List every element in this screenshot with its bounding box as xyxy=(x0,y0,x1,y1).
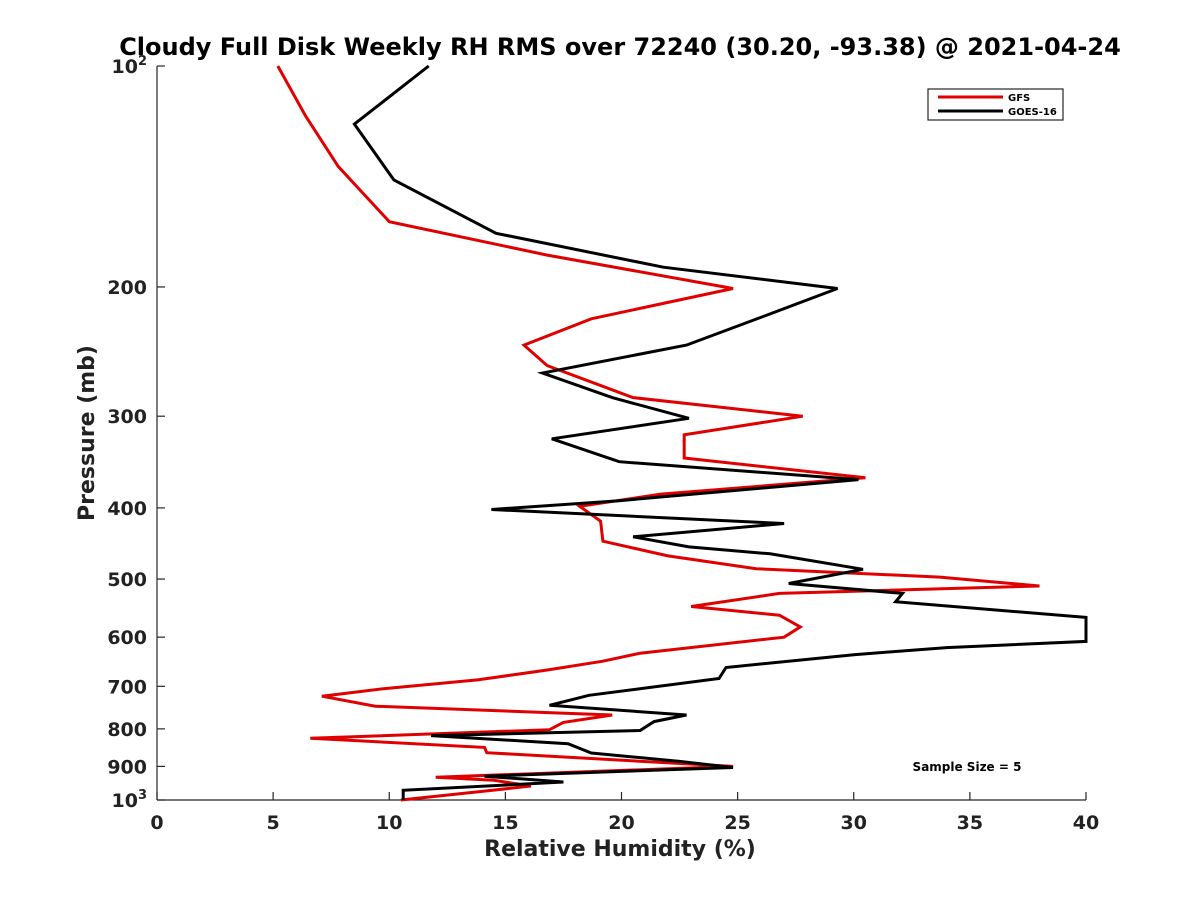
y-tick-label: 900 xyxy=(107,756,147,778)
y-tick-label: 500 xyxy=(107,569,147,591)
y-tick-label-exponent: 3 xyxy=(138,788,147,803)
legend-label: GOES-16 xyxy=(1008,107,1057,118)
x-tick-label: 40 xyxy=(1073,812,1099,834)
y-tick-label: 200 xyxy=(107,277,147,299)
sample-size-annotation: Sample Size = 5 xyxy=(913,760,1022,774)
y-tick-label: 800 xyxy=(107,719,147,741)
x-axis-label: Relative Humidity (%) xyxy=(484,837,756,862)
x-tick-label: 15 xyxy=(492,812,518,834)
y-tick-label-exponent: 2 xyxy=(138,54,147,69)
y-tick-label: 700 xyxy=(107,676,147,698)
y-tick-label: 600 xyxy=(107,627,147,649)
legend-box xyxy=(927,88,1064,121)
x-tick-label: 5 xyxy=(267,812,280,834)
chart-title: Cloudy Full Disk Weekly RH RMS over 7224… xyxy=(119,33,1121,61)
legend: GFS GOES-16 xyxy=(927,88,1064,121)
x-tick-label: 0 xyxy=(150,812,163,834)
y-tick-label: 400 xyxy=(107,498,147,520)
x-tick-label: 30 xyxy=(841,812,867,834)
x-tick-label: 10 xyxy=(376,812,402,834)
y-tick-label: 102 xyxy=(112,54,148,78)
y-tick-label-base: 10 xyxy=(112,790,138,812)
series-line-goes-16 xyxy=(352,64,1088,800)
y-axis-label: Pressure (mb) xyxy=(75,345,100,521)
x-tick-label: 20 xyxy=(608,812,634,834)
x-tick-label: 25 xyxy=(724,812,750,834)
legend-label: GFS xyxy=(1008,93,1030,104)
y-tick-label: 103 xyxy=(112,788,148,812)
x-tick-label: 35 xyxy=(957,812,983,834)
x-axis: 0 5 10 15 20 25 30 35 40 xyxy=(150,792,1099,834)
series-line-gfs xyxy=(276,65,1040,802)
y-tick-label: 300 xyxy=(107,406,147,428)
y-tick-label-base: 10 xyxy=(112,56,138,78)
